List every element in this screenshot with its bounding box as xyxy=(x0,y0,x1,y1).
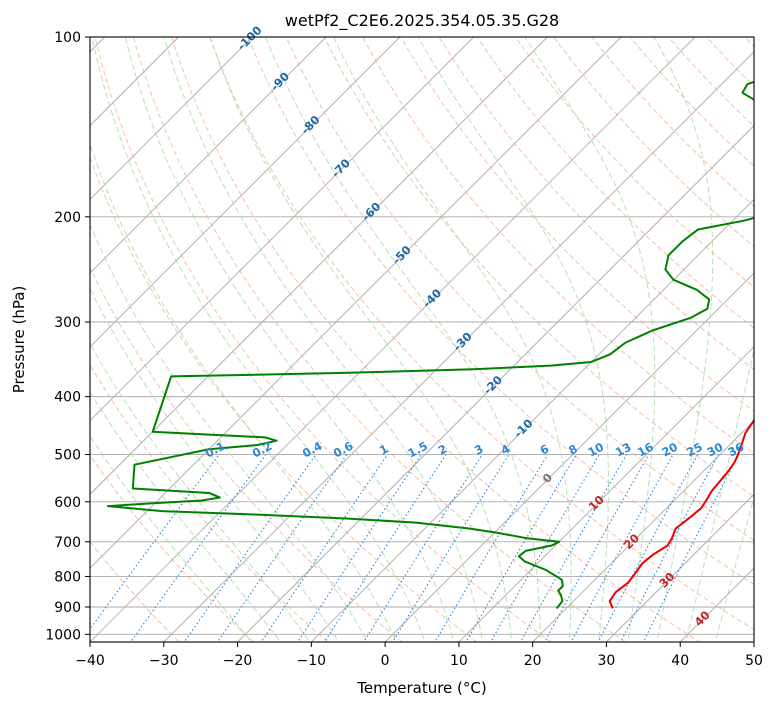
dry-adiabat-line xyxy=(285,37,754,541)
y-tick-label: 900 xyxy=(54,600,81,616)
y-tick-label: 1000 xyxy=(45,627,81,643)
moist-adiabat-line xyxy=(163,37,484,642)
moist-adiabat-line xyxy=(90,223,369,642)
x-tick-label: 10 xyxy=(450,653,468,669)
mixing-ratio-line xyxy=(90,454,220,630)
isotherm-line xyxy=(90,37,696,642)
x-tick-label: −30 xyxy=(149,653,179,669)
isotherm-line xyxy=(90,37,327,274)
mixing-ratio-line xyxy=(129,454,267,642)
dry-adiabat-line xyxy=(90,540,180,642)
moist-adiabat-line xyxy=(524,37,656,642)
isotherm-line xyxy=(311,198,754,642)
mixing-ratio-line xyxy=(363,454,483,642)
moist-adiabat-line xyxy=(90,287,340,642)
mixing-ratio-label: 10 xyxy=(585,440,606,460)
x-tick-label: 40 xyxy=(671,653,689,669)
mixing-ratio-label: 13 xyxy=(613,440,634,460)
dry-adiabat-line xyxy=(171,37,701,642)
y-tick-label: 400 xyxy=(54,390,81,406)
x-tick-label: 50 xyxy=(745,653,763,669)
dry-adiabat-line xyxy=(94,37,552,642)
moist-adiabat-line xyxy=(91,37,426,642)
y-tick-label: 800 xyxy=(54,569,81,585)
chart-title: wetPf2_C2E6.2025.354.05.35.G28 xyxy=(285,11,559,31)
moist-adiabat-line xyxy=(265,37,542,642)
isotherm-line xyxy=(90,37,474,422)
mixing-ratio-line xyxy=(570,454,674,642)
plot-frame xyxy=(89,36,755,643)
mixing-ratio-line xyxy=(465,454,577,642)
x-tick-label: 0 xyxy=(381,653,390,669)
isotherm-line xyxy=(384,272,754,642)
moist-adiabat-line xyxy=(417,37,609,642)
mixing-ratio-line xyxy=(434,454,549,642)
dry-adiabat-line xyxy=(476,37,754,329)
mixing-ratio-label: 20 xyxy=(659,440,680,460)
line-labels: 0.1 0.2 0.4 0.6 1 1.5 2 3 4 6 8 10 13 16 20 25 30 36-100-… xyxy=(203,23,746,629)
isotherm-line xyxy=(532,420,754,642)
y-tick-label: 300 xyxy=(54,315,81,331)
y-tick-label: 700 xyxy=(54,535,81,551)
isotherm-line xyxy=(90,37,622,569)
mixing-ratio-line xyxy=(183,454,317,642)
x-tick-label: −20 xyxy=(223,653,253,669)
y-tick-label: 600 xyxy=(54,495,81,511)
mixing-ratio-line xyxy=(597,454,699,642)
dry-adiabat-line xyxy=(247,37,754,586)
mixing-ratio-label: 30 xyxy=(705,440,726,460)
background-lines xyxy=(90,37,754,642)
moist-adiabat-line xyxy=(90,435,253,642)
moist-adiabat-line xyxy=(333,37,572,642)
dry-adiabat-line xyxy=(323,37,754,498)
mixing-ratio-line xyxy=(216,454,348,642)
mixing-ratio-line xyxy=(620,454,719,642)
isotherm-line xyxy=(237,124,754,642)
temperature-profile-line xyxy=(608,417,754,609)
dry-adiabat-line xyxy=(209,37,754,631)
mixing-ratio-line xyxy=(297,454,422,642)
x-tick-label: −40 xyxy=(75,653,105,669)
moist-adiabat-line xyxy=(90,142,397,642)
dry-adiabat-line xyxy=(90,266,403,642)
dry-adiabat-line xyxy=(400,37,754,412)
dry-adiabat-line xyxy=(514,37,754,288)
mixing-ratio-line xyxy=(323,454,447,642)
isotherm-line xyxy=(90,37,401,348)
y-tick-label: 500 xyxy=(54,448,81,464)
profile-lines xyxy=(106,80,754,610)
isotherm-line xyxy=(606,493,754,642)
mixing-ratio-line xyxy=(392,454,510,642)
moist-adiabat-line xyxy=(209,37,513,642)
mixing-ratio-label: 16 xyxy=(635,440,656,460)
moist-adiabat-line xyxy=(90,342,311,642)
isotherm-line xyxy=(90,37,548,496)
x-axis-title: Temperature (°C) xyxy=(356,679,486,697)
x-tick-label: −10 xyxy=(297,653,327,669)
y-axis-title: Pressure (hPa) xyxy=(10,286,28,394)
y-tick-label: 200 xyxy=(54,210,81,226)
mixing-ratio-line xyxy=(260,454,388,642)
isotherm-line xyxy=(90,37,253,200)
x-tick-label: 20 xyxy=(524,653,542,669)
moist-adiabat-line xyxy=(124,37,455,642)
mixing-ratio-label: 36 xyxy=(725,440,746,460)
y-axis: 100 200 300 400 500 600 700 800 900 1000 xyxy=(45,30,90,643)
dewpoint-profile-line xyxy=(106,80,754,610)
x-axis: −40 −30 −20 −10 0 10 20 30 40 50 xyxy=(75,642,763,669)
y-tick-label: 100 xyxy=(54,30,81,46)
mixing-ratio-label: 25 xyxy=(684,440,705,460)
x-tick-label: 30 xyxy=(598,653,616,669)
